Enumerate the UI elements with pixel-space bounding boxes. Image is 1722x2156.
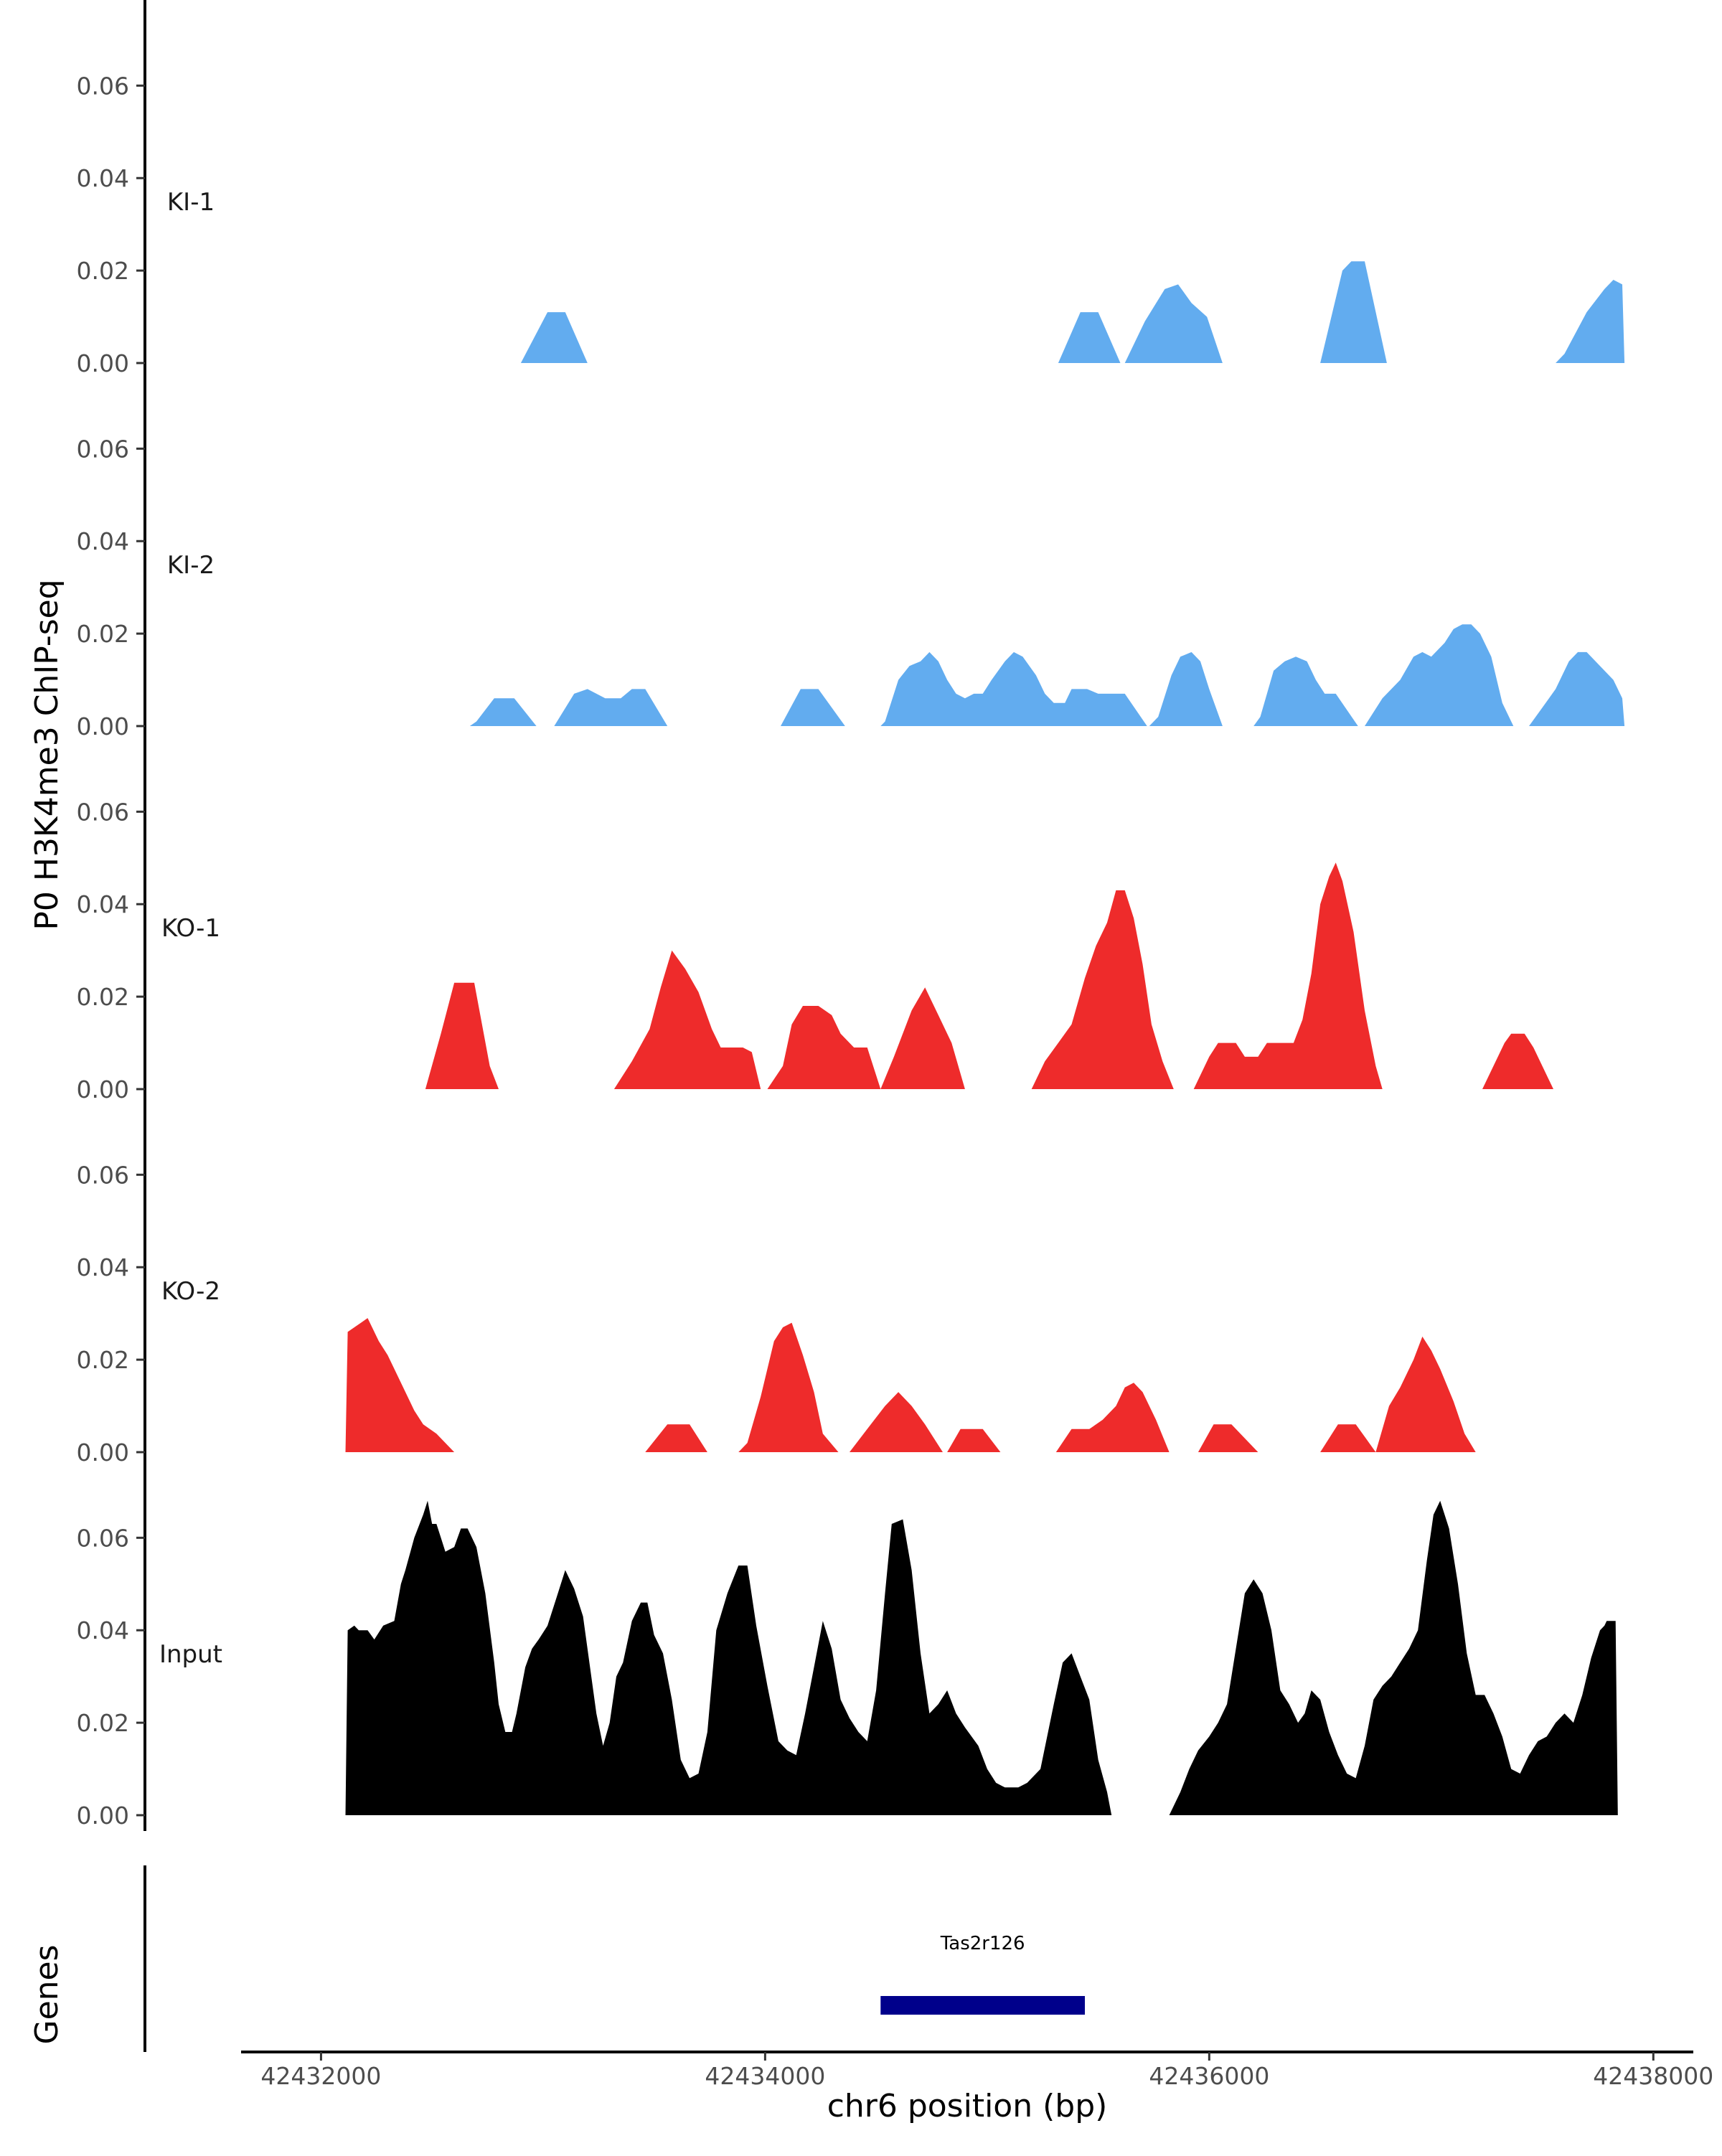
- ki-1-peak-4: [1320, 261, 1387, 363]
- ki-1-peak-1: [520, 312, 588, 363]
- gene-tas2r126: Tas2r126: [880, 1933, 1086, 2015]
- y-tick-label: 0.06: [77, 72, 129, 100]
- ko-2-peak-1: [345, 1318, 455, 1452]
- track-ko-2: 0.00 0.02 0.04 0.06 KO-2: [77, 1092, 1476, 1468]
- y-tick-label: 0.04: [77, 527, 129, 555]
- x-tick-label: 42438000: [1593, 2062, 1713, 2090]
- y-tick-label: 0.00: [77, 712, 129, 740]
- y-tick-label: 0.04: [77, 1616, 129, 1644]
- ki-2-peak-7: [1365, 624, 1514, 726]
- signal-tracks: 0.00 0.02 0.04 0.06 KI-1 0.00 0.02 0.04 0.06 KI-2…: [77, 0, 1625, 1831]
- y-tick-label: 0.06: [77, 798, 129, 826]
- ko-2-peak-3: [738, 1322, 839, 1452]
- gene-body: [880, 1996, 1086, 2015]
- ki-2-peak-1: [469, 698, 537, 726]
- track-ko-1: 0.00 0.02 0.04 0.06 KO-1: [77, 729, 1553, 1105]
- ki-2-peak-6: [1253, 656, 1358, 726]
- ko-1-peak-7: [1482, 1033, 1553, 1089]
- ko-1-peak-5: [1031, 890, 1174, 1089]
- y-tick-label: 0.06: [77, 435, 129, 463]
- y-tick-label: 0.00: [77, 1802, 129, 1830]
- track-input: 0.00 0.02 0.04 0.06 Input: [77, 1455, 1618, 1831]
- y-tick-label: 0.02: [77, 1709, 129, 1737]
- ko-2-peak-8: [1320, 1424, 1376, 1452]
- track-label: KO-1: [161, 914, 220, 943]
- y-tick-label: 0.06: [77, 1161, 129, 1189]
- y-tick-label: 0.02: [77, 620, 129, 648]
- ko-1-peak-6: [1193, 862, 1383, 1089]
- ki-2-peak-5: [1149, 651, 1223, 726]
- ko-2-peak-9: [1375, 1336, 1476, 1452]
- y-tick-label: 0.06: [77, 1524, 129, 1552]
- y-tick-label: 0.02: [77, 983, 129, 1011]
- track-label: KO-2: [161, 1277, 220, 1306]
- ko-1-peak-4: [880, 987, 965, 1089]
- ki-1-peak-3: [1124, 284, 1223, 363]
- x-axis-title: chr6 position (bp): [827, 2088, 1108, 2124]
- y-tick-label: 0.00: [77, 1439, 129, 1467]
- track-label: KI-1: [167, 188, 215, 217]
- track-ki-1: 0.00 0.02 0.04 0.06 KI-1: [77, 0, 1625, 379]
- y-axis-title: P0 H3K4me3 ChIP-seq: [29, 579, 65, 930]
- ko-1-peak-3: [767, 1006, 881, 1089]
- ko-2-peak-5: [947, 1428, 1001, 1452]
- x-tick-label: 42436000: [1149, 2062, 1269, 2090]
- y-tick-label: 0.00: [77, 1075, 129, 1103]
- track-label: Input: [159, 1640, 222, 1669]
- ki-2-peak-8: [1529, 651, 1625, 726]
- ki-2-peak-3: [781, 689, 845, 726]
- ki-1-peak-5: [1556, 280, 1625, 363]
- input-peak-1: [345, 1500, 1112, 1815]
- input-peak-2: [1169, 1500, 1618, 1815]
- y-tick-label: 0.04: [77, 1253, 129, 1281]
- y-tick-label: 0.02: [77, 257, 129, 285]
- ko-2-peak-7: [1198, 1424, 1258, 1452]
- ko-1-peak-1: [425, 982, 499, 1089]
- ki-2-peak-4: [880, 651, 1147, 726]
- x-tick-label: 42434000: [705, 2062, 825, 2090]
- y-tick-label: 0.04: [77, 164, 129, 192]
- y-tick-label: 0.02: [77, 1346, 129, 1374]
- genes-axis-title: Genes: [29, 1944, 65, 2044]
- track-ki-2: 0.00 0.02 0.04 0.06 KI-2: [77, 366, 1625, 742]
- x-tick-label: 42432000: [260, 2062, 381, 2090]
- y-tick-label: 0.04: [77, 890, 129, 918]
- y-tick-label: 0.00: [77, 349, 129, 377]
- x-axis: 42432000 42434000 42436000 42438000: [241, 2051, 1713, 2090]
- gene-label: Tas2r126: [940, 1933, 1025, 1954]
- ki-1-peak-2: [1058, 312, 1121, 363]
- strand-arrow: [885, 1999, 893, 2012]
- ko-2-peak-2: [645, 1424, 707, 1452]
- track-label: KI-2: [167, 551, 215, 580]
- gene-panel: Tas2r126: [144, 1865, 1086, 2052]
- ko-2-peak-4: [850, 1392, 943, 1452]
- ko-2-peak-6: [1055, 1383, 1170, 1452]
- ko-1-peak-2: [613, 950, 761, 1089]
- ki-2-peak-2: [554, 689, 668, 726]
